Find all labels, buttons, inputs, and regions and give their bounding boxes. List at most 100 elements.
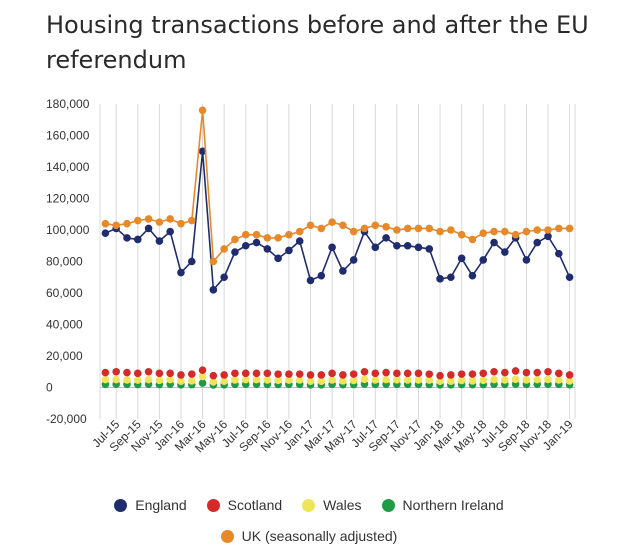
data-point-wales bbox=[285, 376, 293, 384]
data-point-uk-seasonally-adjusted bbox=[457, 230, 466, 239]
data-point-uk-seasonally-adjusted bbox=[479, 229, 488, 237]
data-point-scotland bbox=[490, 367, 498, 376]
data-point-england bbox=[371, 243, 380, 252]
data-point-scotland bbox=[457, 370, 466, 378]
data-point-uk-seasonally-adjusted bbox=[360, 224, 369, 233]
data-point-scotland bbox=[112, 367, 120, 376]
data-point-uk-seasonally-adjusted bbox=[285, 230, 293, 239]
data-point-uk-seasonally-adjusted bbox=[209, 257, 218, 266]
data-point-uk-seasonally-adjusted bbox=[501, 227, 509, 236]
data-point-scotland bbox=[511, 367, 520, 375]
data-point-uk-seasonally-adjusted bbox=[274, 234, 282, 242]
data-point-wales bbox=[403, 376, 412, 384]
data-point-scotland bbox=[155, 369, 164, 378]
data-point-uk-seasonally-adjusted bbox=[295, 227, 304, 236]
data-point-england bbox=[403, 241, 412, 250]
data-point-england bbox=[274, 254, 282, 263]
data-point-uk-seasonally-adjusted bbox=[403, 224, 412, 233]
legend-marker-uk bbox=[220, 529, 234, 543]
data-point-scotland bbox=[252, 369, 261, 378]
data-point-england bbox=[339, 267, 347, 275]
legend-marker-northern-ireland bbox=[381, 498, 395, 512]
legend-marker-wales bbox=[302, 498, 316, 512]
y-tick-label: 160,000 bbox=[46, 129, 90, 143]
data-point-uk-seasonally-adjusted bbox=[555, 224, 563, 233]
chart-plot: 180,000 160,000 140,000 120,000 100,000 80,00… bbox=[46, 97, 576, 455]
data-point-scotland bbox=[220, 371, 228, 379]
data-point-england bbox=[144, 224, 153, 233]
data-point-scotland bbox=[349, 370, 358, 378]
data-point-wales bbox=[166, 375, 174, 384]
data-point-uk-seasonally-adjusted bbox=[511, 230, 520, 239]
data-point-scotland bbox=[403, 369, 412, 378]
legend-label-scotland: Scotland bbox=[227, 497, 283, 513]
data-point-wales bbox=[198, 372, 207, 381]
data-point-uk-seasonally-adjusted bbox=[544, 226, 552, 234]
legend-label-england: England bbox=[135, 497, 187, 513]
data-point-england bbox=[252, 238, 261, 247]
data-point-england bbox=[328, 243, 336, 252]
y-tick-label: 120,000 bbox=[46, 192, 90, 206]
y-tick-label: 60,000 bbox=[46, 286, 83, 300]
data-point-england bbox=[231, 248, 239, 256]
data-point-england bbox=[209, 286, 218, 294]
data-point-england bbox=[447, 273, 455, 282]
data-point-uk-seasonally-adjusted bbox=[490, 227, 498, 236]
data-point-wales bbox=[511, 375, 520, 384]
data-point-england bbox=[349, 256, 358, 264]
data-point-england bbox=[220, 273, 228, 282]
data-point-england bbox=[393, 241, 401, 250]
y-tick-label: 40,000 bbox=[46, 318, 83, 332]
legend-label-uk: UK (seasonally adjusted) bbox=[241, 528, 398, 544]
data-point-wales bbox=[317, 377, 326, 386]
data-point-england bbox=[166, 227, 174, 236]
data-point-uk-seasonally-adjusted bbox=[231, 235, 239, 244]
data-point-wales bbox=[490, 375, 498, 384]
data-point-england bbox=[317, 271, 326, 280]
data-point-uk-seasonally-adjusted bbox=[306, 221, 315, 230]
data-point-scotland bbox=[468, 370, 477, 378]
legend-item-wales: Wales bbox=[302, 497, 362, 513]
data-point-wales bbox=[555, 376, 563, 384]
data-point-wales bbox=[328, 376, 336, 384]
legend-marker-england bbox=[114, 498, 128, 512]
data-point-wales bbox=[263, 376, 272, 384]
data-point-uk-seasonally-adjusted bbox=[565, 224, 574, 233]
data-point-wales bbox=[501, 376, 509, 384]
data-point-wales bbox=[241, 375, 250, 384]
data-point-england bbox=[133, 235, 142, 244]
data-point-scotland bbox=[339, 371, 347, 379]
data-point-scotland bbox=[187, 370, 196, 378]
data-point-wales bbox=[360, 375, 369, 384]
data-point-england bbox=[101, 229, 110, 237]
data-point-scotland bbox=[371, 369, 380, 378]
legend-label-northern-ireland: Northern Ireland bbox=[402, 497, 504, 513]
data-point-scotland bbox=[447, 371, 455, 379]
data-point-scotland bbox=[382, 368, 390, 377]
y-tick-label: -20,000 bbox=[46, 412, 87, 426]
data-point-wales bbox=[382, 375, 390, 384]
data-point-wales bbox=[457, 376, 466, 385]
data-point-wales bbox=[544, 375, 552, 384]
data-point-uk-seasonally-adjusted bbox=[533, 226, 542, 234]
data-point-scotland bbox=[144, 367, 153, 376]
legend-item-northern-ireland: Northern Ireland bbox=[381, 497, 504, 513]
data-point-scotland bbox=[123, 368, 131, 377]
data-point-scotland bbox=[241, 369, 250, 378]
data-point-scotland bbox=[274, 370, 282, 378]
data-point-uk-seasonally-adjusted bbox=[252, 230, 261, 239]
data-point-scotland bbox=[533, 368, 542, 377]
data-point-scotland bbox=[479, 369, 488, 378]
y-tick-label: 180,000 bbox=[46, 97, 90, 111]
data-point-scotland bbox=[263, 369, 272, 378]
data-point-uk-seasonally-adjusted bbox=[393, 226, 401, 234]
data-point-scotland bbox=[177, 371, 185, 379]
data-point-scotland bbox=[209, 371, 218, 380]
data-point-wales bbox=[187, 377, 196, 385]
legend-item-england: England bbox=[114, 497, 187, 513]
data-point-wales bbox=[447, 377, 455, 386]
data-point-england bbox=[382, 234, 390, 242]
legend-row-1: England Scotland Wales Northern Ireland bbox=[0, 497, 618, 513]
data-point-uk-seasonally-adjusted bbox=[133, 216, 142, 225]
legend-item-uk: UK (seasonally adjusted) bbox=[220, 528, 398, 544]
